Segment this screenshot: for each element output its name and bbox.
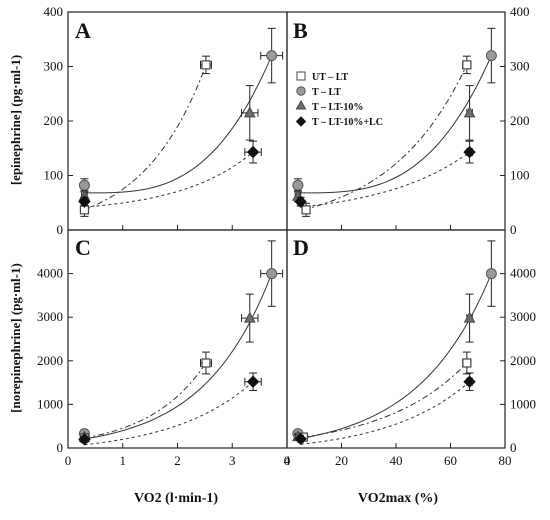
data-point-c-t10lc-0 xyxy=(78,433,91,446)
data-point-a-t10-1 xyxy=(243,106,256,118)
data-point-b-ut-0 xyxy=(301,205,311,215)
legend-label-t10: T – LT-10% xyxy=(312,102,363,113)
data-point-c-t-1 xyxy=(266,268,278,280)
x-tick-label-d-3: 60 xyxy=(444,453,457,468)
y-tick-label-b-1: 100 xyxy=(510,168,530,183)
y-tick-label-b-3: 300 xyxy=(510,59,530,74)
y-tick-label-d-1: 1000 xyxy=(510,396,536,411)
legend-marker-t10lc xyxy=(295,116,307,127)
x-tick-label-d-2: 40 xyxy=(390,453,403,468)
data-point-b-t10-1 xyxy=(463,106,476,118)
x-axis-label-vo2: VO2 (l·min-1) xyxy=(134,491,218,506)
x-tick-label-c-0: 0 xyxy=(65,453,72,468)
legend-marker-ut xyxy=(296,71,306,81)
y-tick-label-a-0: 0 xyxy=(57,222,64,237)
fit-curve-c-ut xyxy=(84,362,207,439)
x-tick-label-d-0: 0 xyxy=(284,453,291,468)
panel-label-a: A xyxy=(75,18,91,43)
y-tick-label-b-0: 0 xyxy=(510,222,517,237)
data-point-b-t-1 xyxy=(485,50,497,62)
data-point-d-ut-1 xyxy=(462,358,472,368)
x-tick-label-d-4: 80 xyxy=(499,453,512,468)
data-point-b-ut-1 xyxy=(462,60,472,70)
fit-curve-d-t10lc xyxy=(300,381,470,445)
fit-curve-b-t xyxy=(297,55,492,194)
data-point-c-t10-1 xyxy=(243,311,256,323)
data-point-c-ut-1 xyxy=(201,358,211,368)
y-tick-label-d-2: 2000 xyxy=(510,353,536,368)
data-point-b-t10lc-0 xyxy=(294,195,307,208)
data-point-a-t10lc-0 xyxy=(78,195,91,208)
x-tick-label-c-1: 1 xyxy=(120,453,127,468)
panel-frame-d xyxy=(286,229,506,449)
legend-marker-t10 xyxy=(295,99,307,110)
y-tick-label-d-0: 0 xyxy=(510,440,517,455)
y-tick-label-b-4: 400 xyxy=(510,4,530,19)
data-point-d-t10lc-1 xyxy=(463,375,476,388)
y-axis-label-epinephrine: [epinephrine] (pg·ml-1) xyxy=(8,55,23,185)
x-tick-label-c-2: 2 xyxy=(174,453,181,468)
legend: UT – LT T – LT T – LT-10% T – LT-10%+LC xyxy=(295,71,383,128)
panel-label-d: D xyxy=(293,235,309,260)
data-point-a-t-0 xyxy=(78,179,90,191)
legend-marker-t xyxy=(296,86,306,96)
x-tick-label-c-4: 4 xyxy=(284,453,291,468)
x-axis-label-vo2max: VO2max (%) xyxy=(358,491,439,506)
data-point-d-t-1 xyxy=(485,268,497,280)
legend-label-t: T – LT xyxy=(312,87,341,98)
fit-curve-d-ut xyxy=(303,362,468,438)
fit-curve-b-ut xyxy=(303,64,468,211)
x-tick-label-d-1: 20 xyxy=(335,453,348,468)
fit-curve-c-t10lc xyxy=(84,381,254,446)
y-tick-label-a-2: 200 xyxy=(44,113,64,128)
data-point-b-t10lc-1 xyxy=(463,145,476,159)
data-point-d-t10lc-0 xyxy=(294,432,307,446)
y-tick-label-a-3: 300 xyxy=(44,59,64,74)
data-point-a-t10lc-1 xyxy=(246,145,260,159)
y-tick-label-c-3: 3000 xyxy=(37,309,63,324)
fit-curve-d-t xyxy=(297,273,492,440)
y-tick-label-c-4: 4000 xyxy=(37,266,63,281)
data-point-a-t-1 xyxy=(266,50,278,62)
y-tick-label-c-2: 2000 xyxy=(37,353,63,368)
fit-curve-a-t xyxy=(84,55,273,194)
y-tick-label-a-4: 400 xyxy=(44,4,64,19)
panel-frame-a xyxy=(67,11,288,231)
panels: 0100200300400010020030040001000200030004… xyxy=(37,4,536,468)
panel-frame-c xyxy=(67,229,288,449)
fit-curve-a-ut xyxy=(84,64,207,211)
fit-curve-a-t10lc xyxy=(84,151,254,208)
fit-curve-b-t10lc xyxy=(300,151,470,208)
data-point-a-ut-1 xyxy=(201,60,211,70)
y-tick-label-a-1: 100 xyxy=(44,168,64,183)
data-point-d-t10-1 xyxy=(463,311,476,323)
fit-curve-c-t xyxy=(84,273,273,440)
y-tick-label-d-3: 3000 xyxy=(510,309,536,324)
y-tick-label-c-1: 1000 xyxy=(37,396,63,411)
data-point-b-t-0 xyxy=(292,179,304,191)
legend-label-t10lc: T – LT-10%+LC xyxy=(312,117,383,128)
data-point-c-t10lc-1 xyxy=(246,375,260,388)
y-tick-label-c-0: 0 xyxy=(57,440,64,455)
panel-label-c: C xyxy=(75,235,91,260)
x-tick-label-c-3: 3 xyxy=(229,453,236,468)
panel-label-b: B xyxy=(293,18,308,43)
y-tick-label-d-4: 4000 xyxy=(510,266,536,281)
y-axis-label-norepinephrine: [norepinephrine] (pg·ml-1) xyxy=(8,263,23,413)
legend-label-ut: UT – LT xyxy=(312,72,348,83)
y-tick-label-b-2: 200 xyxy=(510,113,530,128)
